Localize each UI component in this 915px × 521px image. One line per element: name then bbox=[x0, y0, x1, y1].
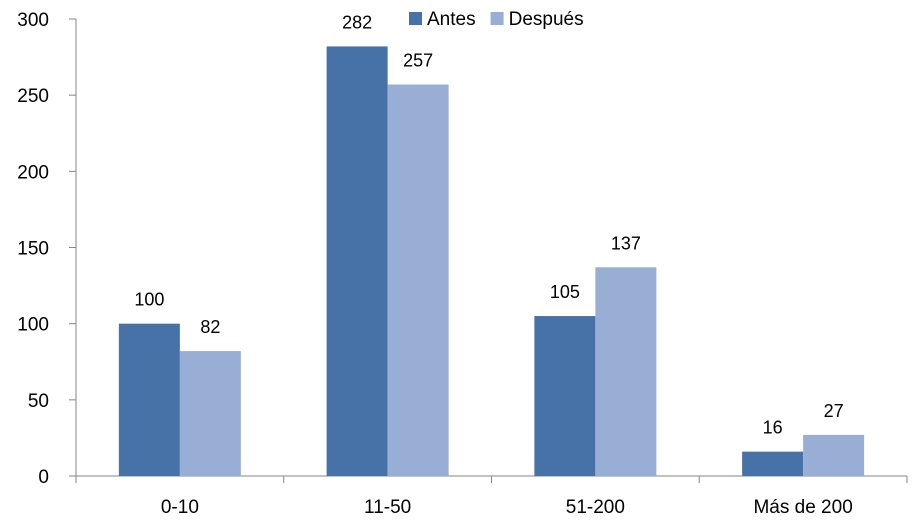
y-tick-label: 0 bbox=[38, 467, 49, 488]
bar-antes bbox=[326, 46, 388, 477]
legend: Antes Después bbox=[409, 9, 584, 30]
x-tick-label: Más de 200 bbox=[753, 497, 852, 518]
x-axis: 0-10 11-50 51-200 Más de 200 bbox=[75, 475, 908, 518]
y-tick-label: 250 bbox=[17, 86, 49, 107]
data-label: 257 bbox=[403, 51, 433, 71]
data-label: 282 bbox=[342, 12, 372, 32]
y-tick-label: 200 bbox=[17, 162, 49, 183]
x-tick-label: 51-200 bbox=[566, 497, 625, 518]
bar-despu-s bbox=[803, 434, 865, 476]
bar-antes bbox=[534, 316, 596, 476]
data-label: 137 bbox=[611, 233, 641, 253]
bar-despu-s bbox=[387, 84, 449, 477]
bar-despu-s bbox=[179, 351, 241, 476]
x-tick-label: 11-50 bbox=[364, 497, 411, 518]
bar-antes bbox=[118, 323, 180, 476]
data-label: 82 bbox=[200, 317, 220, 337]
bar-antes bbox=[742, 451, 804, 476]
y-tick-label: 300 bbox=[17, 10, 49, 31]
data-label: 16 bbox=[763, 418, 783, 438]
y-tick-label: 100 bbox=[17, 315, 49, 336]
x-tick-label: 0-10 bbox=[161, 497, 199, 518]
bar-despu-s bbox=[595, 267, 657, 476]
data-label: 27 bbox=[824, 401, 844, 421]
y-tick-label: 150 bbox=[17, 239, 49, 260]
legend-swatch bbox=[409, 12, 422, 25]
bars: 100 82 282 257 105 137 16 27 bbox=[118, 12, 865, 477]
legend-swatch bbox=[490, 12, 504, 25]
y-tick-label: 50 bbox=[28, 391, 49, 412]
legend-label: Después bbox=[509, 9, 584, 30]
data-label: 100 bbox=[134, 290, 164, 310]
legend-label: Antes bbox=[427, 9, 476, 30]
data-label: 105 bbox=[550, 282, 580, 302]
y-axis: 0 50 100 150 200 250 300 bbox=[17, 10, 77, 488]
